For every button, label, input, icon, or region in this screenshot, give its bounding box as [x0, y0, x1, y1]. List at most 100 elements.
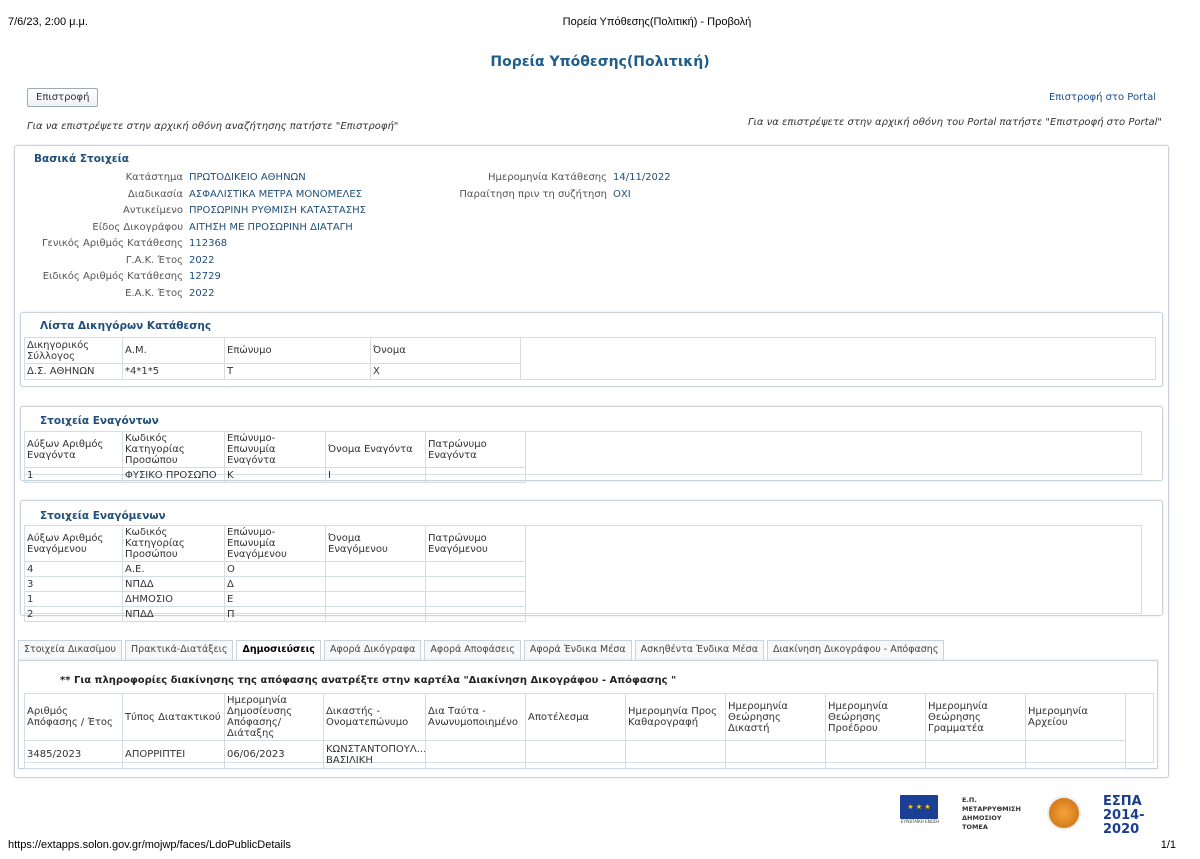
- field-value: ΠΡΟΣΩΡΙΝΗ ΡΥΘΜΙΣΗ ΚΑΤΑΣΤΑΣΗΣ: [189, 205, 366, 216]
- table-cell: [425, 591, 526, 607]
- field-label: Γ.Α.Κ. Έτος: [125, 254, 183, 266]
- field-label: Ε.Α.Κ. Έτος: [125, 287, 183, 299]
- column-header: Τύπος Διατακτικού: [122, 693, 225, 741]
- field-value: ΑΣΦΑΛΙΣΤΙΚΑ ΜΕΤΡΑ ΜΟΝΟΜΕΛΕΣ: [189, 188, 362, 200]
- field-label: Γενικός Αριθμός Κατάθεσης: [41, 238, 183, 249]
- table-cell: [325, 561, 426, 577]
- reform-logo: Ε.Π. ΜΕΤΑΡΡΥΘΜΙΣΗ ΔΗΜΟΣΙΟΥ ΤΟΜΕΑ: [962, 796, 1021, 831]
- lawyers-table: Δικηγορικός Σύλλογος Α.Μ. Επώνυμο Όνομα Δ.Σ.…: [24, 337, 521, 380]
- table-row: Δ.Σ. ΑΘΗΝΩΝ *4*1*5 Τ Χ: [24, 363, 521, 380]
- print-url: https://extapps.solon.gov.gr/mojwp/faces…: [8, 839, 291, 851]
- tab-3[interactable]: Δημοσιεύσεις: [236, 640, 321, 660]
- defendants-table: Αύξων Αριθμός Εναγόμενου Κωδικός Κατηγορί…: [24, 525, 526, 622]
- field-row: Είδος Δικογράφου ΑΙΤΗΣΗ ΜΕ ΠΡΟΣΩΡΙΝΗ ΔΙΑΤ…: [20, 220, 352, 237]
- table-cell: [825, 740, 926, 769]
- table-cell: *4*1*5: [122, 363, 225, 380]
- table-cell: ΚΩΝΣΤΑΝΤΟΠΟΥΛ... ΒΑΣΙΛΙΚΗ: [323, 740, 426, 769]
- field-row: Διαδικασία ΑΣΦΑΛΙΣΤΙΚΑ ΜΕΤΡΑ ΜΟΝΟΜΕΛΕΣ: [20, 187, 362, 204]
- column-header: Αύξων Αριθμός Εναγόντα: [24, 431, 123, 468]
- field-label: Παραίτηση πριν τη συζήτηση: [459, 188, 607, 200]
- field-value: 112368: [189, 238, 228, 249]
- column-header: Ημερομηνία Προς Καθαρογραφή: [625, 693, 726, 741]
- lawyers-title: Λίστα Δικηγόρων Κατάθεσης: [40, 320, 212, 332]
- table-cell: Ο: [224, 561, 326, 577]
- field-value: 2022: [189, 254, 215, 266]
- tab-4[interactable]: Αφορά Δικόγραφα: [323, 640, 422, 660]
- table-cell: Κ: [224, 467, 326, 483]
- table-cell: 2: [24, 606, 123, 622]
- eu-logo: ★ ★ ★ ΕΥΡΩΠΑΪΚΗ ΕΝΩΣΗ: [900, 795, 940, 827]
- table-cell: [425, 740, 526, 769]
- table-cell: [1025, 740, 1126, 769]
- field-row: Ειδικός Αριθμός Κατάθεσης 12729: [20, 269, 221, 286]
- field-label: Κατάστημα: [125, 172, 183, 183]
- table-row: 4 Α.Ε. Ο: [24, 561, 526, 577]
- field-row: Παραίτηση πριν τη συζήτηση ΟΧΙ: [420, 187, 630, 204]
- tab-2[interactable]: Πρακτικά-Διατάξεις: [125, 640, 234, 660]
- portal-link[interactable]: Επιστροφή στο Portal: [1048, 92, 1156, 103]
- field-value: 14/11/2022: [613, 172, 671, 183]
- table-cell: [325, 606, 426, 622]
- tab-bar: Στοιχεία Δικασίμου Πρακτικά-Διατάξεις Δημο…: [18, 640, 945, 660]
- field-label: Αντικείμενο: [123, 205, 183, 216]
- tab-6[interactable]: Αφορά Ένδικα Μέσα: [523, 640, 632, 660]
- table-cell: 4: [24, 561, 123, 577]
- table-cell: [525, 740, 626, 769]
- field-value: ΠΡΩΤΟΔΙΚΕΙΟ ΑΘΗΝΩΝ: [189, 172, 306, 183]
- table-cell: Δ: [224, 576, 326, 592]
- tab-8[interactable]: Διακίνηση Δικογράφου - Απόφασης: [766, 640, 945, 660]
- column-header: Αύξων Αριθμός Εναγόμενου: [24, 525, 123, 562]
- table-cell: Χ: [370, 363, 521, 380]
- field-row: Κατάστημα ΠΡΩΤΟΔΙΚΕΙΟ ΑΘΗΝΩΝ: [20, 170, 306, 187]
- table-cell: [325, 591, 426, 607]
- table-cell: [425, 561, 526, 577]
- column-header: Επώνυμο-Επωνυμία Εναγόντα: [224, 431, 326, 468]
- column-header: Όνομα Εναγόντα: [325, 431, 426, 468]
- table-cell: [925, 740, 1026, 769]
- field-value: 2022: [189, 287, 215, 299]
- table-row: 2 ΝΠΔΔ Π: [24, 606, 526, 622]
- field-row: Γενικός Αριθμός Κατάθεσης 112368: [20, 236, 227, 253]
- field-row: Ε.Α.Κ. Έτος 2022: [20, 286, 214, 303]
- table-cell: Α.Ε.: [122, 561, 225, 577]
- column-header: Όνομα: [370, 337, 521, 364]
- field-row: Ημερομηνία Κατάθεσης 14/11/2022: [420, 170, 671, 187]
- espa-logo: ΕΣΠΑ 2014-2020: [1103, 794, 1145, 837]
- column-header: Επώνυμο: [224, 337, 371, 364]
- table-row: 1 ΦΥΣΙΚΟ ΠΡΟΣΩΠΟ Κ Ι: [24, 467, 526, 483]
- column-header: Α.Μ.: [122, 337, 225, 364]
- tab-1[interactable]: Στοιχεία Δικασίμου: [18, 640, 123, 660]
- column-header: Δια Ταύτα - Ανωνυμοποιημένο: [425, 693, 526, 741]
- field-row: Γ.Α.Κ. Έτος 2022: [20, 253, 215, 270]
- column-header: Πατρώνυμο Εναγόντα: [425, 431, 526, 468]
- column-header: Κωδικός Κατηγορίας Προσώπου: [122, 525, 225, 562]
- column-header: Κωδικός Κατηγορίας Προσώπου: [122, 431, 225, 468]
- column-header: Δικηγορικός Σύλλογος: [24, 337, 123, 364]
- column-header: Δικαστής - Ονοματεπώνυμο: [323, 693, 426, 741]
- table-cell: ΔΗΜΟΣΙΟ: [122, 591, 225, 607]
- publications-table: Αριθμός Απόφασης / Έτος Τύπος Διατακτικού…: [24, 693, 1126, 769]
- tab-7[interactable]: Ασκηθέντα Ένδικα Μέσα: [634, 640, 764, 660]
- back-button[interactable]: Επιστροφή: [27, 88, 99, 107]
- table-cell: [325, 576, 426, 592]
- field-label: Ημερομηνία Κατάθεσης: [487, 172, 607, 183]
- field-label: Είδος Δικογράφου: [92, 221, 183, 233]
- column-header: Όνομα Εναγόμενου: [325, 525, 426, 562]
- back-note: Για να επιστρέψετε στην αρχική οθόνη ανα…: [27, 121, 399, 132]
- print-page: 1/1: [1160, 839, 1176, 851]
- table-cell: 06/06/2023: [224, 740, 324, 769]
- table-cell: [725, 740, 826, 769]
- defendants-title: Στοιχεία Εναγόμενων: [40, 510, 166, 522]
- field-row: Αντικείμενο ΠΡΟΣΩΡΙΝΗ ΡΥΘΜΙΣΗ ΚΑΤΑΣΤΑΣΗΣ: [20, 203, 366, 220]
- header-row: Αύξων Αριθμός Εναγόμενου Κωδικός Κατηγορί…: [24, 525, 526, 562]
- column-header: Ημερομηνία Αρχείου: [1025, 693, 1126, 741]
- print-title: Πορεία Υπόθεσης(Πολιτική) - Προβολή: [562, 16, 752, 28]
- table-cell: ΝΠΔΔ: [122, 606, 225, 622]
- table-cell: ΦΥΣΙΚΟ ΠΡΟΣΩΠΟ: [122, 467, 225, 483]
- table-cell: 3485/2023: [24, 740, 123, 769]
- table-cell: 1: [24, 467, 123, 483]
- column-header: Ημερομηνία Δημοσίευσης Απόφασης/Διάταξης: [224, 693, 324, 741]
- plaintiffs-title: Στοιχεία Εναγόντων: [40, 415, 159, 427]
- tab-5[interactable]: Αφορά Αποφάσεις: [424, 640, 521, 660]
- basic-info-title: Βασικά Στοιχεία: [34, 153, 129, 165]
